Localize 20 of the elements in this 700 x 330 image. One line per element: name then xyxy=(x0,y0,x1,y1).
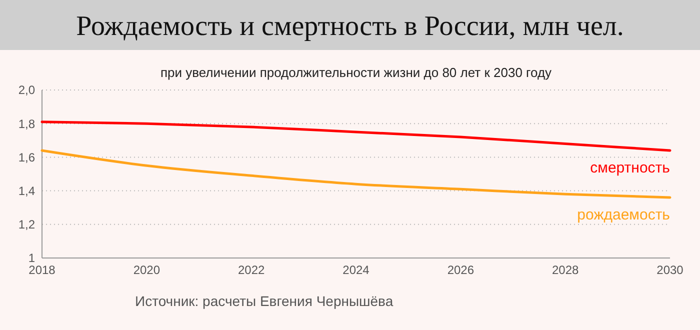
y-tick-label: 1 xyxy=(28,251,36,266)
x-tick-label: 2018 xyxy=(28,263,56,277)
x-tick-label: 2022 xyxy=(238,263,266,277)
y-tick-label: 1,4 xyxy=(18,184,36,198)
y-tick-label: 1,6 xyxy=(18,150,36,164)
y-tick-label: 1,8 xyxy=(18,116,36,131)
series-label: рождаемость xyxy=(577,206,670,224)
x-tick-label: 2020 xyxy=(133,263,160,277)
x-tick-label: 2026 xyxy=(447,263,474,277)
x-tick-label: 2030 xyxy=(656,263,684,277)
y-tick-label: 1,2 xyxy=(18,218,36,232)
line-series xyxy=(40,120,672,152)
text: Источник: расчеты Евгения Чернышёва xyxy=(135,293,394,309)
line-series xyxy=(40,149,672,199)
chart-title: Рождаемость и смертность в России, млн чел. xyxy=(76,11,624,42)
y-tick-label: 2,0 xyxy=(18,83,36,98)
x-tick-label: 2024 xyxy=(342,263,370,277)
chart-subtitle: при увеличении продолжительности жизни до 80 лет к 2030 году xyxy=(160,65,552,80)
x-tick-label: 2028 xyxy=(552,263,580,277)
series-label: смертность xyxy=(590,159,670,176)
